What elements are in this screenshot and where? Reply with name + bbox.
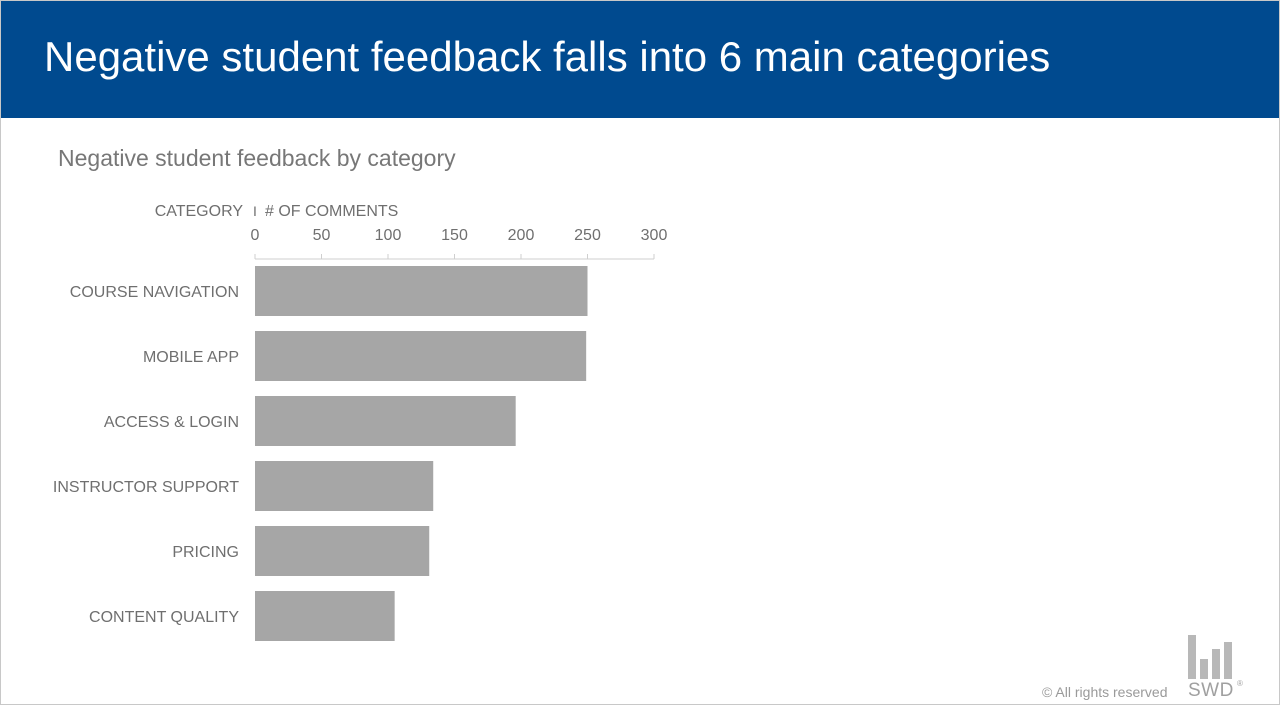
- bar-6: [255, 591, 395, 641]
- bar-2: [255, 331, 587, 381]
- bar-1: [255, 266, 588, 316]
- x-tick-label: 200: [508, 227, 535, 244]
- chart-title: Negative student feedback by category: [58, 145, 456, 171]
- category-label: PRICING: [172, 544, 239, 561]
- copyright-text: © All rights reserved: [1042, 684, 1168, 700]
- bar-chart: CATEGORY I # OF COMMENTS 0 50 100 150 200 250…: [53, 203, 668, 641]
- axis-header-category: CATEGORY: [155, 203, 244, 220]
- axis-header: CATEGORY I # OF COMMENTS: [155, 203, 399, 220]
- x-tick-label: 0: [251, 227, 260, 244]
- header-banner: Negative student feedback falls into 6 m…: [1, 1, 1279, 118]
- slide: Negative student feedback falls into 6 m…: [0, 0, 1280, 705]
- page-title: Negative student feedback falls into 6 m…: [44, 33, 1051, 80]
- category-label: ACCESS & LOGIN: [104, 414, 239, 431]
- logo-registered-mark: ®: [1237, 679, 1243, 688]
- bar-3: [255, 396, 516, 446]
- category-label: CONTENT QUALITY: [89, 609, 239, 626]
- x-tick-label: 150: [441, 227, 468, 244]
- axis-header-separator: I: [253, 203, 257, 219]
- x-axis: 0 50 100 150 200 250 300: [251, 227, 668, 260]
- x-tick-label: 50: [313, 227, 331, 244]
- category-labels: COURSE NAVIGATION MOBILE APP ACCESS & LOGI…: [53, 284, 239, 626]
- bar-chart-logo-icon: [1188, 635, 1232, 679]
- x-tick-label: 250: [574, 227, 601, 244]
- category-label: MOBILE APP: [143, 349, 239, 366]
- bars: [255, 266, 588, 641]
- bar-5: [255, 526, 430, 576]
- x-tick-label: 100: [375, 227, 402, 244]
- bar-4: [255, 461, 434, 511]
- logo-text: SWD: [1188, 680, 1234, 701]
- x-tick-label: 300: [641, 227, 668, 244]
- category-label: COURSE NAVIGATION: [70, 284, 239, 301]
- category-label: INSTRUCTOR SUPPORT: [53, 479, 239, 496]
- axis-header-value: # OF COMMENTS: [265, 203, 398, 220]
